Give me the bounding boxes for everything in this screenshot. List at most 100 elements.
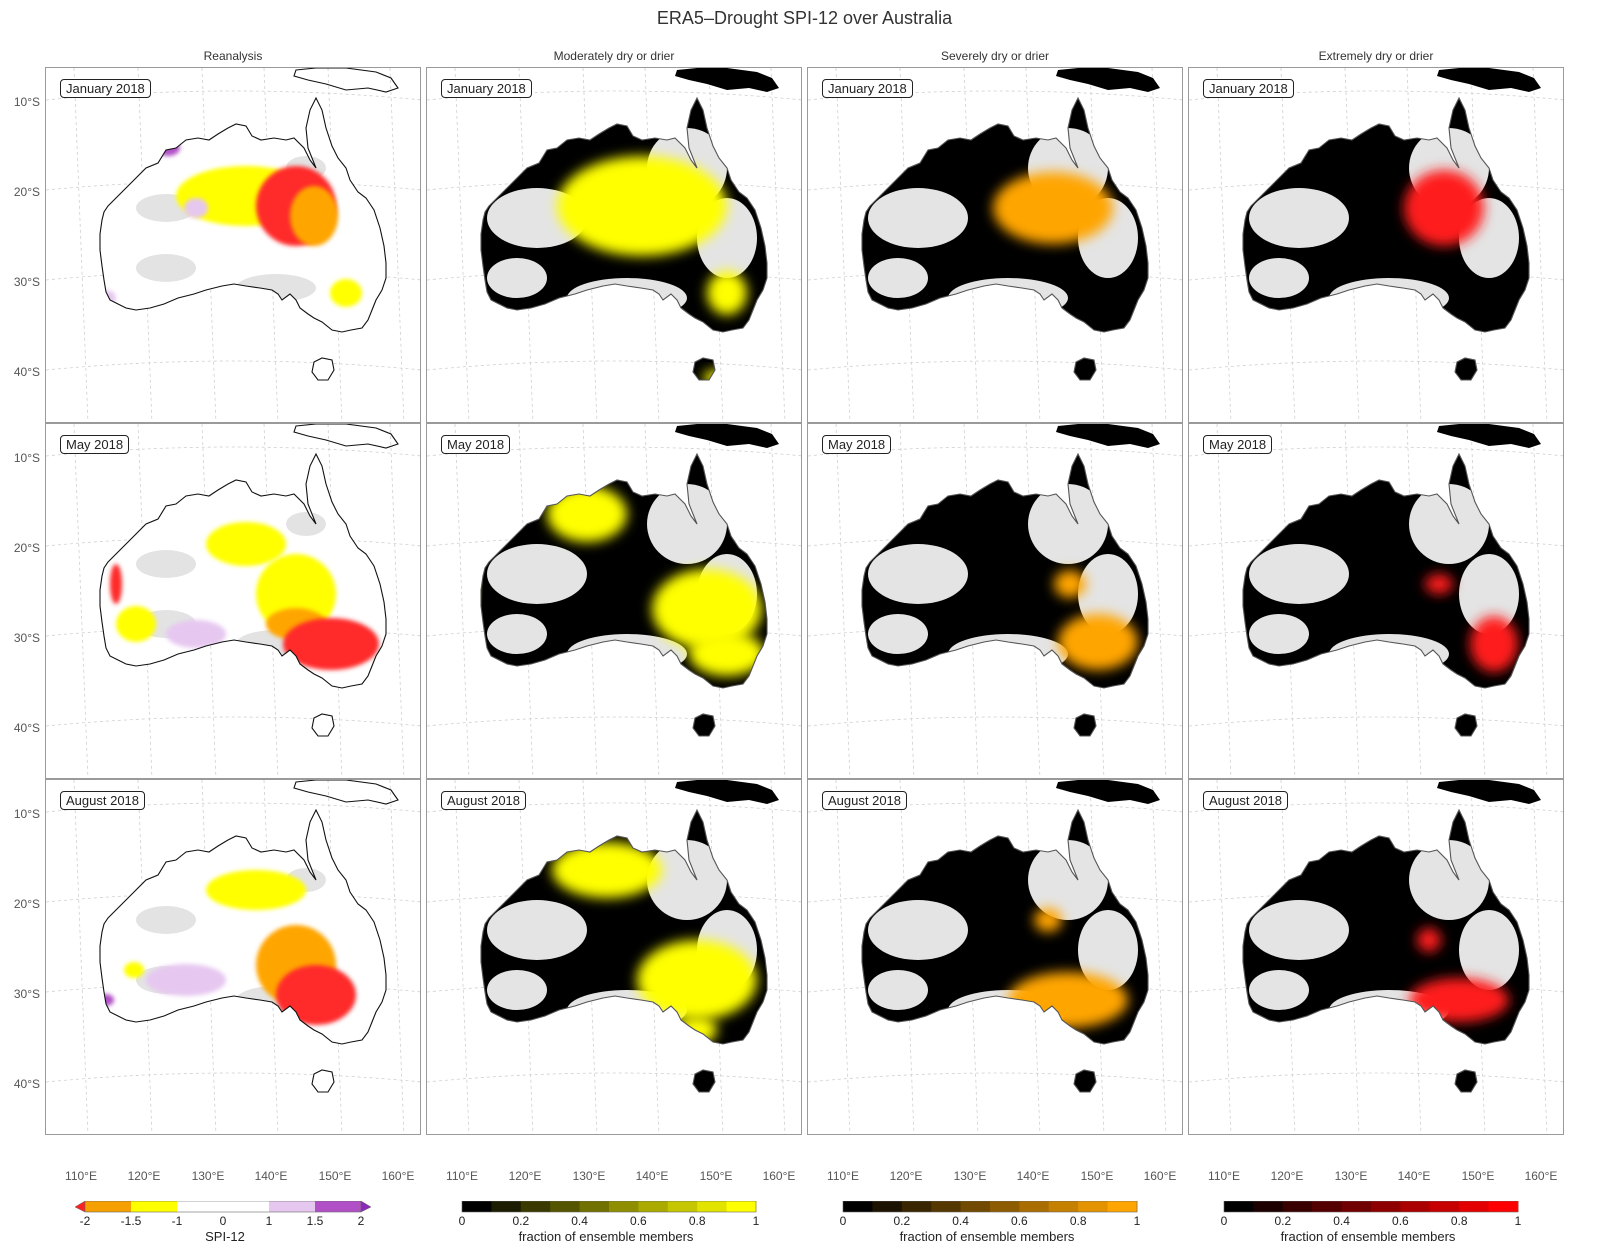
colorbar-0: [75, 1201, 372, 1213]
map-panel-red-row0: January 2018: [1188, 67, 1564, 423]
map-svg: [46, 780, 420, 1134]
colorbar-tick-label: -1: [171, 1214, 183, 1228]
month-label: August 2018: [822, 791, 908, 810]
month-label: January 2018: [441, 79, 532, 98]
map-svg: [427, 68, 801, 422]
lat-tick-label: 40°S: [13, 721, 40, 735]
lon-tick-label: 140°E: [635, 1169, 669, 1183]
month-label: August 2018: [441, 791, 527, 810]
map-svg: [46, 424, 420, 778]
colorbar-label: fraction of ensemble members: [1280, 1229, 1456, 1244]
lon-tick-label: 140°E: [254, 1169, 288, 1183]
lat-tick-label: 40°S: [13, 1077, 40, 1091]
colorbar-tick-label: 0.6: [630, 1214, 647, 1228]
colorbar-tick-label: 0.8: [688, 1214, 706, 1228]
month-label: May 2018: [60, 435, 130, 454]
lat-tick-label: 40°S: [13, 365, 40, 379]
column-title-extreme: Extremely dry or drier: [1318, 49, 1434, 63]
colorbar-tick-label: 0.4: [1333, 1214, 1350, 1228]
colorbar-2: [842, 1201, 1138, 1213]
colorbar-1: [461, 1201, 757, 1213]
month-label: January 2018: [60, 79, 151, 98]
map-panel-spi-row2: August 2018: [45, 779, 421, 1135]
lon-tick-label: 140°E: [1016, 1169, 1050, 1183]
map-panel-spi-row1: May 2018: [45, 423, 421, 779]
lat-tick-label: 20°S: [13, 541, 40, 555]
lon-tick-label: 160°E: [1524, 1169, 1558, 1183]
month-label: January 2018: [822, 79, 913, 98]
lon-tick-label: 130°E: [191, 1169, 225, 1183]
colorbar-tick-label: 0.6: [1392, 1214, 1409, 1228]
colorbar-label: fraction of ensemble members: [899, 1229, 1075, 1244]
map-svg: [1189, 780, 1563, 1134]
lat-tick-label: 20°S: [13, 185, 40, 199]
colorbar-tick-label: -2: [79, 1214, 91, 1228]
lon-tick-label: 120°E: [1270, 1169, 1304, 1183]
month-label: May 2018: [441, 435, 511, 454]
lon-tick-label: 130°E: [572, 1169, 606, 1183]
map-panel-yellow-row2: August 2018: [426, 779, 802, 1135]
lat-tick-label: 10°S: [13, 807, 40, 821]
lat-tick-label: 30°S: [13, 987, 40, 1001]
map-svg: [46, 68, 420, 422]
lon-tick-label: 150°E: [699, 1169, 733, 1183]
month-label: August 2018: [60, 791, 146, 810]
colorbar-tick-label: 0: [458, 1214, 466, 1228]
lon-tick-label: 130°E: [1334, 1169, 1368, 1183]
lat-tick-label: 30°S: [13, 275, 40, 289]
map-svg: [1189, 68, 1563, 422]
month-label: May 2018: [822, 435, 892, 454]
month-label: May 2018: [1203, 435, 1273, 454]
colorbar-tick-label: 0: [839, 1214, 847, 1228]
colorbar-tick-label: 0.2: [512, 1214, 530, 1228]
lon-tick-label: 120°E: [127, 1169, 161, 1183]
colorbar-tick-label: 0.2: [893, 1214, 911, 1228]
colorbar-tick-label: 0.4: [952, 1214, 969, 1228]
lon-tick-label: 150°E: [1080, 1169, 1114, 1183]
lon-tick-label: 110°E: [827, 1169, 859, 1183]
lat-tick-label: 10°S: [13, 451, 40, 465]
lon-tick-label: 160°E: [1143, 1169, 1177, 1183]
map-svg: [808, 780, 1182, 1134]
colorbar-tick-label: 0.8: [1450, 1214, 1468, 1228]
colorbar-tick-label: -1.5: [120, 1214, 142, 1228]
colorbar-tick-label: 0.8: [1069, 1214, 1087, 1228]
lat-tick-label: 30°S: [13, 631, 40, 645]
map-panel-orange-row2: August 2018: [807, 779, 1183, 1135]
map-panel-orange-row0: January 2018: [807, 67, 1183, 423]
column-title-reanalysis: Reanalysis: [203, 49, 263, 63]
colorbar-tick-label: 0.2: [1274, 1214, 1292, 1228]
map-panel-red-row2: August 2018: [1188, 779, 1564, 1135]
colorbar-tick-label: 1: [265, 1214, 273, 1228]
lon-tick-label: 110°E: [446, 1169, 478, 1183]
lon-tick-label: 150°E: [1461, 1169, 1495, 1183]
lon-tick-label: 120°E: [508, 1169, 542, 1183]
colorbar-tick-label: 1: [1514, 1214, 1522, 1228]
map-svg: [808, 424, 1182, 778]
colorbar-label: SPI-12: [205, 1229, 245, 1244]
column-title-severe: Severely dry or drier: [940, 49, 1050, 63]
colorbar-tick-label: 0: [1220, 1214, 1228, 1228]
colorbar-3: [1223, 1201, 1519, 1213]
lon-tick-label: 160°E: [762, 1169, 796, 1183]
lon-tick-label: 120°E: [889, 1169, 923, 1183]
lon-tick-label: 110°E: [65, 1169, 97, 1183]
lon-tick-label: 140°E: [1397, 1169, 1431, 1183]
colorbar-tick-label: 1: [752, 1214, 760, 1228]
lon-tick-label: 160°E: [381, 1169, 415, 1183]
map-svg: [427, 424, 801, 778]
colorbar-tick-label: 1.5: [306, 1214, 324, 1228]
lat-tick-label: 20°S: [13, 897, 40, 911]
column-title-moderate: Moderately dry or drier: [553, 49, 675, 63]
month-label: January 2018: [1203, 79, 1294, 98]
map-panel-red-row1: May 2018: [1188, 423, 1564, 779]
map-panel-orange-row1: May 2018: [807, 423, 1183, 779]
colorbar-tick-label: 0.4: [571, 1214, 588, 1228]
lon-tick-label: 110°E: [1208, 1169, 1240, 1183]
map-svg: [1189, 424, 1563, 778]
map-panel-spi-row0: January 2018: [45, 67, 421, 423]
graticule: [427, 424, 801, 778]
colorbar-tick-label: 0.6: [1011, 1214, 1028, 1228]
lon-tick-label: 130°E: [953, 1169, 987, 1183]
map-panel-yellow-row0: January 2018: [426, 67, 802, 423]
